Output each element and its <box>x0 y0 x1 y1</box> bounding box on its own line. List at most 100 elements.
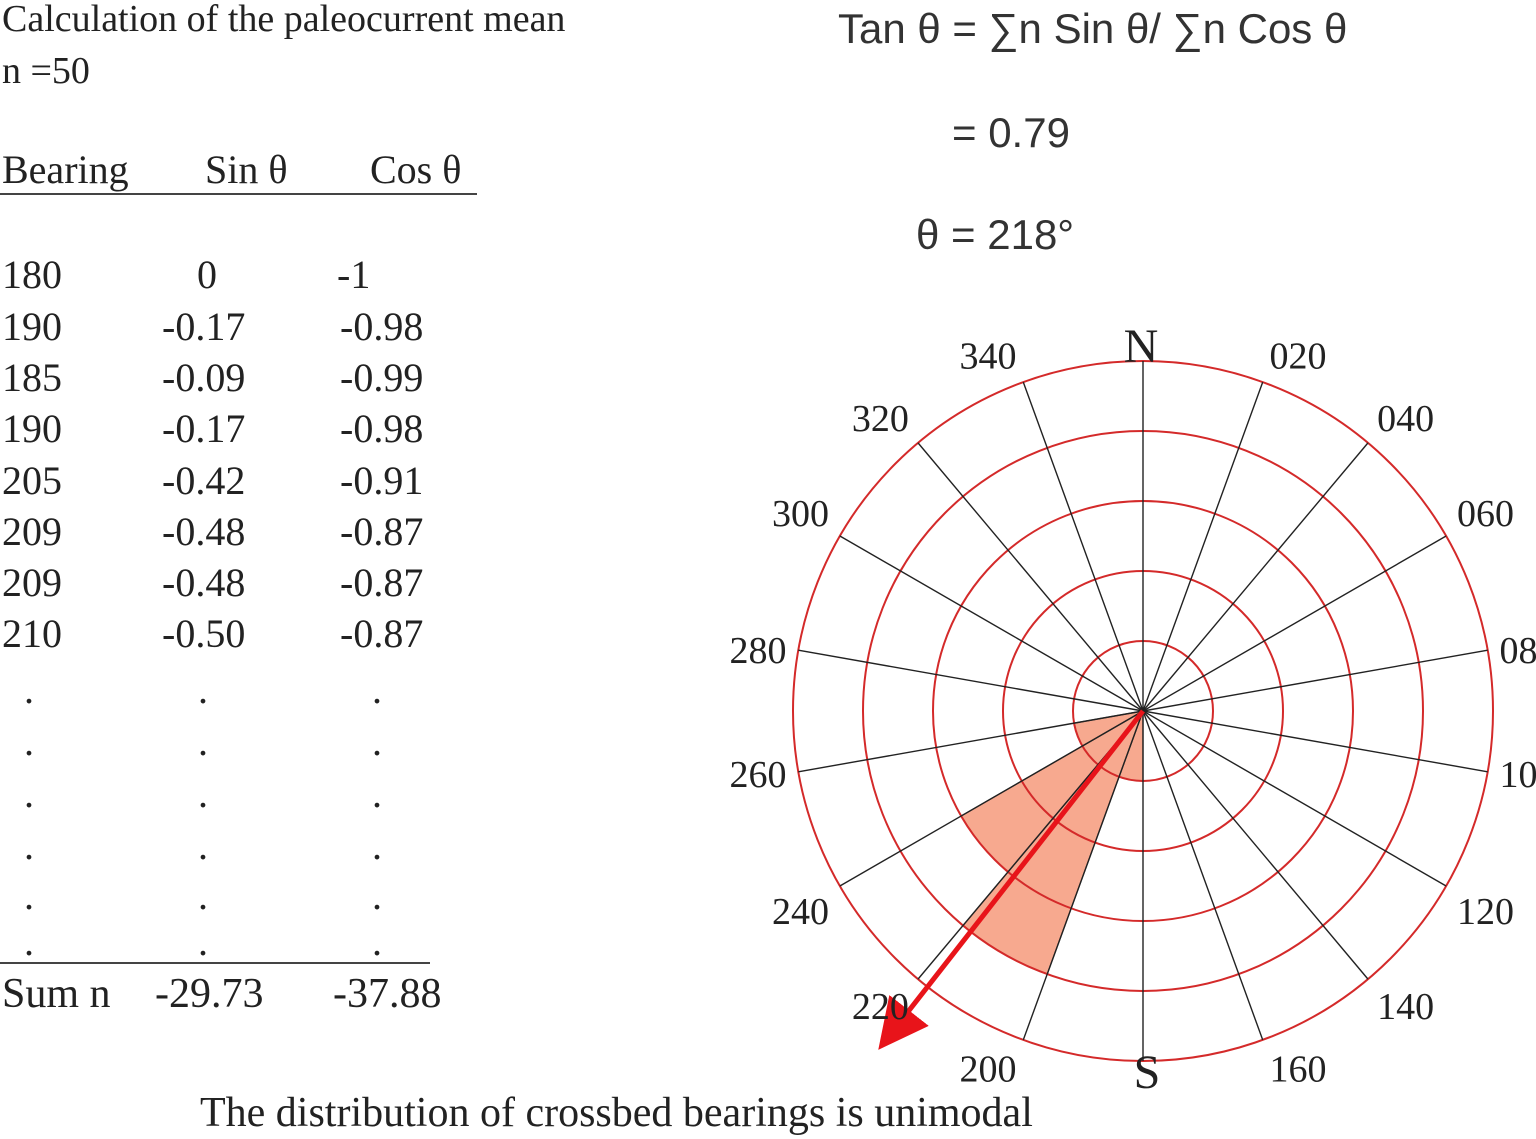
sum-rule <box>0 962 430 964</box>
ellipsis-dot: . <box>372 873 382 918</box>
table-row: 185 -0.09 -0.99 <box>0 358 480 408</box>
bearing-cell: 209 <box>2 509 62 554</box>
rose-spoke <box>1142 710 1264 1041</box>
mean-theta: θ = 218° <box>916 211 1075 258</box>
rose-spoke <box>1142 442 1369 712</box>
column-header-bearing: Bearing <box>2 147 129 192</box>
column-header-sin: Sin θ <box>205 147 288 192</box>
rose-spoke <box>839 535 1144 712</box>
cos-cell: -0.87 <box>340 509 424 554</box>
ellipsis-dot: . <box>372 719 382 764</box>
caption: The distribution of crossbed bearings is… <box>200 1090 1033 1136</box>
bearing-cell: 190 <box>2 304 62 349</box>
cos-cell: -0.91 <box>340 458 424 503</box>
ellipsis-dot: . <box>24 919 34 964</box>
ellipsis-dot: . <box>372 771 382 816</box>
sin-cell: -0.50 <box>162 611 246 656</box>
sample-size: n =50 <box>2 50 90 92</box>
ellipsis-dot: . <box>198 919 208 964</box>
spokes <box>798 361 1488 1061</box>
sin-cell: -0.09 <box>162 355 246 400</box>
rose-spoke <box>1022 381 1144 712</box>
rose-spoke <box>798 710 1144 773</box>
bearing-label: 120 <box>1457 891 1514 933</box>
rose-spoke <box>917 442 1144 712</box>
bearing-label: 080 <box>1500 630 1536 672</box>
bearing-labels: 020 040 060 080 100 120 140 160 200 220 240 260 280 3… <box>729 336 1536 1091</box>
bearing-label: 260 <box>729 754 786 796</box>
table-row: 209 -0.48 -0.87 <box>0 512 480 562</box>
sin-cell: -0.17 <box>162 304 246 349</box>
ellipsis-dot: . <box>198 771 208 816</box>
rose-spoke <box>1142 535 1447 712</box>
table-row: 209 -0.48 -0.87 <box>0 563 480 613</box>
mean-arrow-group <box>878 709 1145 1050</box>
cos-cell: -0.87 <box>340 611 424 656</box>
rose-spoke <box>1142 381 1264 712</box>
sin-cell: -0.48 <box>162 560 246 605</box>
table-row: 180 0 -1 <box>0 255 480 305</box>
ellipsis-dot: . <box>24 873 34 918</box>
cos-cell: -1 <box>337 252 371 297</box>
header-rule <box>0 193 477 195</box>
bearing-label: 060 <box>1457 493 1514 535</box>
ellipsis-dot: . <box>198 719 208 764</box>
bearing-cell: 185 <box>2 355 62 400</box>
bearing-label: 300 <box>772 493 829 535</box>
sin-cell: -0.17 <box>162 406 246 451</box>
rose-spoke <box>1142 710 1369 980</box>
ellipsis-dot: . <box>24 667 34 712</box>
bearing-label: 160 <box>1269 1048 1326 1090</box>
bearing-cell: 209 <box>2 560 62 605</box>
bearing-cell: 205 <box>2 458 62 503</box>
rose-spoke <box>1142 710 1447 887</box>
cos-cell: -0.98 <box>340 304 424 349</box>
ellipsis-dot: . <box>198 667 208 712</box>
sin-cell: -0.48 <box>162 509 246 554</box>
tangent-ratio: = 0.79 <box>952 109 1070 156</box>
ellipsis-dot: . <box>24 823 34 868</box>
rose-spoke <box>1142 710 1488 773</box>
diagram-title: Calculation of the paleocurrent mean <box>2 0 566 40</box>
bearing-label: 280 <box>729 630 786 672</box>
bearing-cell: 210 <box>2 611 62 656</box>
sum-label: Sum n <box>2 971 111 1017</box>
sum-cos: -37.88 <box>333 971 442 1017</box>
ellipsis-dot: . <box>372 919 382 964</box>
table-row: 190 -0.17 -0.98 <box>0 307 480 357</box>
ellipsis-dot: . <box>198 823 208 868</box>
rose-spoke <box>839 710 1144 887</box>
sin-cell: 0 <box>197 252 217 297</box>
ellipsis-dot: . <box>24 719 34 764</box>
table-row: 190 -0.17 -0.98 <box>0 409 480 459</box>
ellipsis-dot: . <box>198 873 208 918</box>
bearing-label: 200 <box>960 1048 1017 1090</box>
column-header-cos: Cos θ <box>370 147 462 192</box>
sum-sin: -29.73 <box>155 971 264 1017</box>
rose-spoke <box>1022 710 1144 1041</box>
bearing-label: 140 <box>1377 986 1434 1028</box>
table-row: 210 -0.50 -0.87 <box>0 614 480 664</box>
cos-cell: -0.87 <box>340 560 424 605</box>
bearing-label: 340 <box>960 336 1017 378</box>
south-label: S <box>1134 1046 1161 1099</box>
cos-cell: -0.99 <box>340 355 424 400</box>
cos-cell: -0.98 <box>340 406 424 451</box>
ellipsis-dot: . <box>372 667 382 712</box>
ellipsis-dot: . <box>372 823 382 868</box>
bearing-cell: 180 <box>2 252 62 297</box>
sin-cell: -0.42 <box>162 458 246 503</box>
mean-arrow <box>878 709 1145 1050</box>
bearing-label: 240 <box>772 891 829 933</box>
north-label: N <box>1124 320 1159 373</box>
bearing-label: 020 <box>1269 336 1326 378</box>
bearing-label: 100 <box>1500 754 1536 796</box>
ellipsis-dot: . <box>24 771 34 816</box>
tangent-formula: Tan θ = ∑n Sin θ/ ∑n Cos θ <box>838 5 1348 52</box>
bearing-cell: 190 <box>2 406 62 451</box>
rose-spoke <box>1142 649 1488 712</box>
table-row: 205 -0.42 -0.91 <box>0 461 480 511</box>
bearing-label: 220 <box>852 986 909 1028</box>
petals <box>960 710 1144 975</box>
